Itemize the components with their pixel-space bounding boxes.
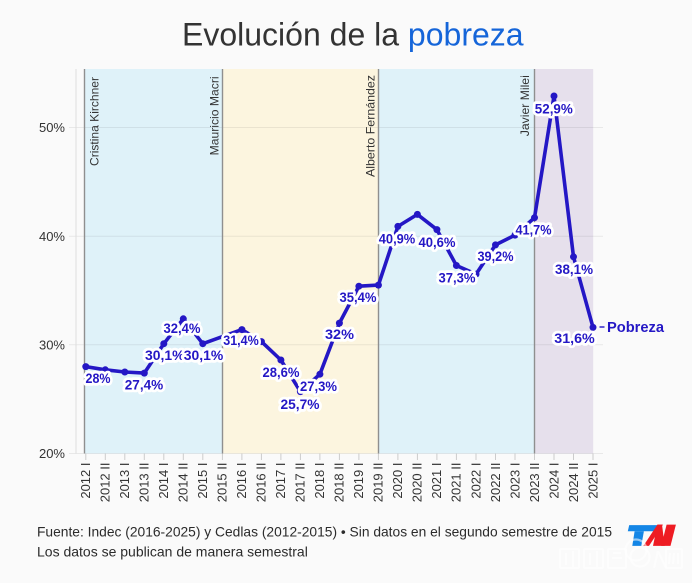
svg-text:2022 II: 2022 II [488,463,503,503]
svg-text:2019 II: 2019 II [371,463,386,503]
svg-text:2014 II: 2014 II [176,463,191,503]
svg-text:2016 II: 2016 II [254,463,269,503]
svg-text:2015 I: 2015 I [195,463,210,499]
svg-text:31,6%: 31,6% [554,331,595,346]
svg-text:2024 I: 2024 I [546,463,561,499]
svg-text:2012 II: 2012 II [98,463,113,503]
svg-text:2018 I: 2018 I [312,463,327,499]
svg-text:Cristina Kirchner: Cristina Kirchner [88,77,102,166]
svg-text:Mauricio Macri: Mauricio Macri [208,76,222,155]
svg-text:2018 II: 2018 II [332,463,347,503]
svg-text:2013 II: 2013 II [137,463,152,503]
svg-text:25,7%: 25,7% [281,397,320,412]
svg-text:30%: 30% [39,337,65,352]
svg-text:27,4%: 27,4% [125,378,164,393]
svg-text:Pobreza: Pobreza [607,320,665,336]
svg-text:2021 II: 2021 II [449,463,464,503]
svg-text:2025 I: 2025 I [585,463,600,499]
svg-text:52,9%: 52,9% [535,102,573,117]
svg-text:31,4%: 31,4% [223,333,259,348]
svg-text:2023 II: 2023 II [527,463,542,503]
svg-text:2020 II: 2020 II [410,463,425,503]
svg-text:Alberto Fernández: Alberto Fernández [364,75,378,177]
svg-text:2020 I: 2020 I [390,463,405,499]
svg-text:30,1%: 30,1% [145,348,185,363]
svg-text:37,3%: 37,3% [439,271,476,286]
svg-text:2017 I: 2017 I [273,463,288,499]
svg-text:2014 I: 2014 I [156,463,171,499]
svg-text:32,4%: 32,4% [164,321,201,336]
svg-text:2019 I: 2019 I [351,463,366,499]
svg-text:2012 I: 2012 I [78,463,93,499]
svg-text:2016 I: 2016 I [234,463,249,499]
svg-text:28%: 28% [86,371,111,386]
svg-text:Los datos se publican de maner: Los datos se publican de manera semestra… [37,544,308,560]
svg-text:32%: 32% [325,327,354,342]
svg-text:20%: 20% [39,446,65,461]
svg-text:35,4%: 35,4% [340,290,377,305]
svg-text:40%: 40% [39,229,65,244]
svg-text:28,6%: 28,6% [263,365,300,380]
svg-text:40,9%: 40,9% [379,232,416,247]
svg-text:41,7%: 41,7% [516,223,552,238]
svg-text:2013 I: 2013 I [117,463,132,499]
svg-text:2022 I: 2022 I [468,463,483,499]
svg-text:Javier Milei: Javier Milei [518,75,532,136]
svg-text:Evolución de la pobreza: Evolución de la pobreza [182,17,524,53]
svg-text:2015 II: 2015 II [215,463,230,503]
svg-text:Fuente: Indec (2016-2025) y Ce: Fuente: Indec (2016-2025) y Cedlas (2012… [37,524,612,540]
svg-text:38,1%: 38,1% [555,262,593,277]
svg-text:40,6%: 40,6% [419,235,456,250]
svg-text:2023 I: 2023 I [507,463,522,499]
svg-text:2024 II: 2024 II [566,463,581,503]
svg-text:27,3%: 27,3% [300,379,337,394]
svg-text:2017 II: 2017 II [293,463,308,503]
svg-text:2021 I: 2021 I [429,463,444,499]
svg-text:39,2%: 39,2% [478,249,514,264]
svg-text:50%: 50% [39,120,65,135]
svg-text:30,1%: 30,1% [184,348,224,363]
